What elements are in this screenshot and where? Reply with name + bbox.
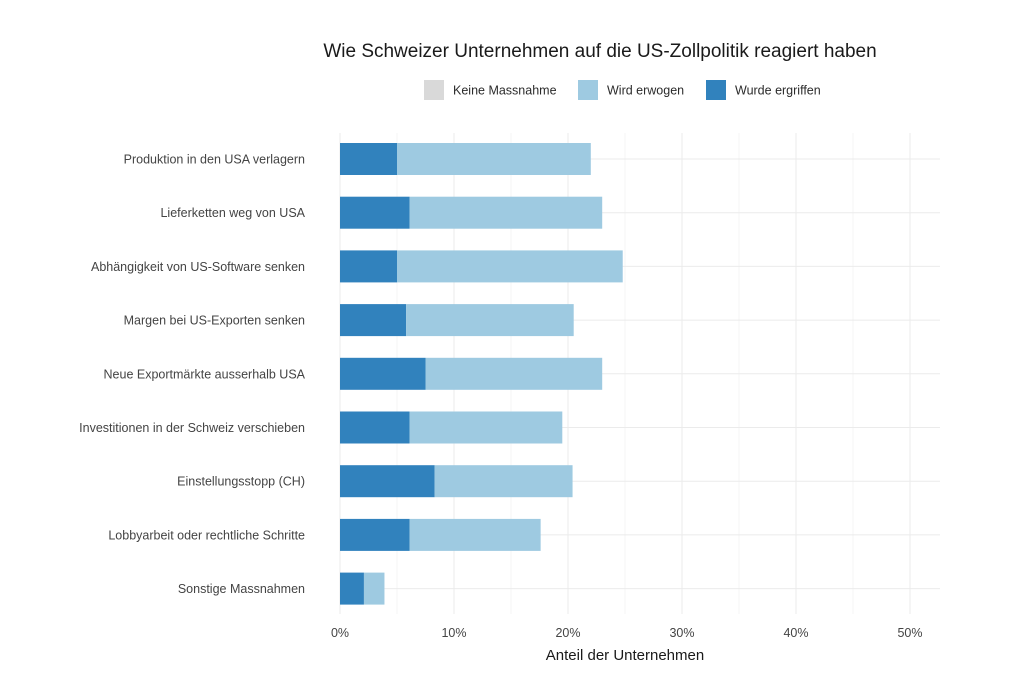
bar-segment (340, 196, 410, 229)
bar-segment (409, 196, 603, 229)
legend-swatch (578, 80, 598, 100)
bar-segment (340, 411, 410, 444)
x-tick-label: 0% (331, 626, 349, 640)
chart-title: Wie Schweizer Unternehmen auf die US-Zol… (323, 41, 876, 62)
category-label: Lieferketten weg von USA (160, 206, 305, 220)
x-tick-label: 20% (555, 626, 580, 640)
bar-segment (340, 518, 410, 551)
category-label: Abhängigkeit von US-Software senken (91, 260, 305, 274)
x-tick-label: 40% (783, 626, 808, 640)
bar-segment (409, 411, 563, 444)
legend-label: Keine Massnahme (453, 84, 557, 98)
category-label: Margen bei US-Exporten senken (124, 314, 305, 328)
bar-segment (397, 250, 623, 283)
category-label: Investitionen in der Schweiz verschieben (79, 421, 305, 435)
category-label: Lobbyarbeit oder rechtliche Schritte (108, 528, 305, 542)
bar-segment (397, 143, 591, 175)
bar-segment (340, 357, 426, 390)
category-label: Einstellungsstopp (CH) (177, 475, 305, 489)
category-labels: Produktion in den USA verlagern Lieferket… (79, 153, 305, 597)
bar-segment (363, 572, 385, 605)
bars (340, 143, 623, 605)
bar-segment (340, 250, 397, 283)
bar-segment (340, 304, 407, 337)
category-label: Neue Exportmärkte ausserhalb USA (104, 367, 306, 381)
bar-segment (340, 572, 364, 605)
x-tick-label: 50% (897, 626, 922, 640)
category-label: Sonstige Massnahmen (178, 582, 305, 596)
x-axis-ticks: 0% 10% 20% 30% 40% 50% (331, 626, 923, 640)
bar-segment (409, 518, 541, 551)
category-label: Produktion in den USA verlagern (124, 153, 305, 167)
bar-segment (340, 143, 397, 175)
bar-segment (425, 357, 603, 390)
bar-segment (406, 304, 574, 337)
legend-label: Wurde ergriffen (735, 84, 821, 98)
x-axis-title: Anteil der Unternehmen (546, 647, 704, 664)
bar-segment (340, 465, 435, 498)
legend-swatch (424, 80, 444, 100)
x-tick-label: 10% (441, 626, 466, 640)
legend-swatch (706, 80, 726, 100)
x-tick-label: 30% (669, 626, 694, 640)
bar-segment (434, 465, 573, 498)
legend-label: Wird erwogen (607, 84, 684, 98)
legend: Keine Massnahme Wird erwogen Wurde ergriff… (424, 80, 821, 100)
